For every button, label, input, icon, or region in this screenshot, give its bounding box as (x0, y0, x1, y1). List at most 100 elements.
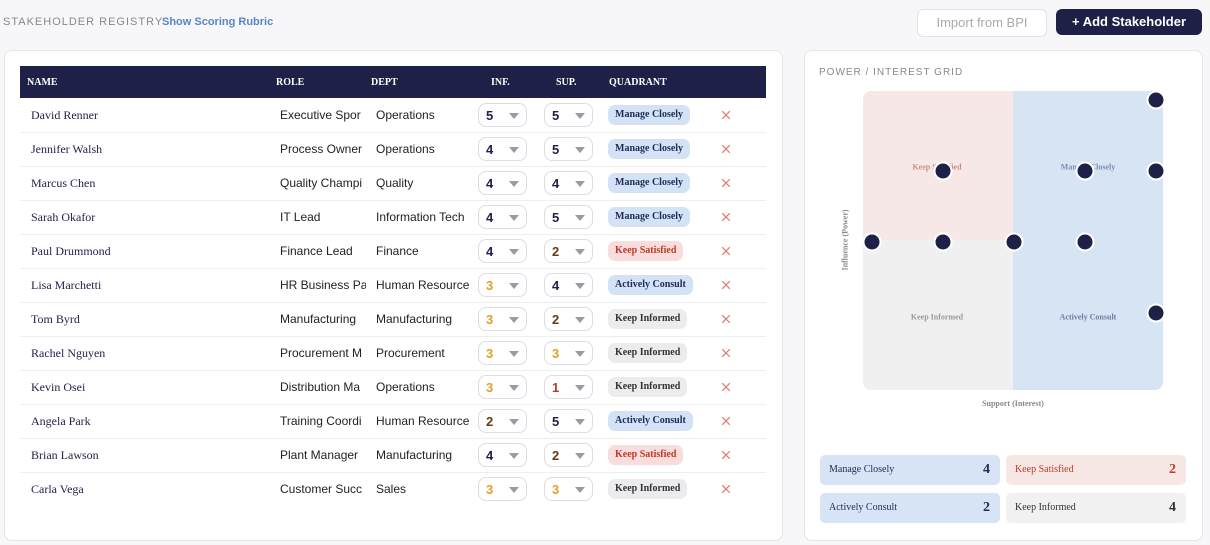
dept-field[interactable]: Manufacturing (376, 448, 453, 462)
sup-value: 5 (552, 210, 560, 225)
delete-button[interactable] (722, 315, 730, 323)
summary-count: 4 (1169, 500, 1176, 515)
delete-button[interactable] (722, 349, 730, 357)
dept-field[interactable]: Human Resource (376, 278, 470, 292)
sup-value: 1 (552, 380, 560, 395)
quadrant-badge: Actively Consult (608, 411, 693, 431)
role-field[interactable]: Training Coordi (280, 414, 362, 428)
dropdown-arrow (509, 147, 519, 153)
sup-select[interactable]: 5 (544, 409, 593, 433)
stakeholder-name: Angela Park (31, 414, 91, 428)
role-field[interactable]: HR Business Pa (280, 278, 366, 292)
rubric-link[interactable]: Show Scoring Rubric (162, 16, 274, 28)
sup-select[interactable]: 2 (544, 239, 593, 263)
delete-button[interactable] (722, 179, 730, 187)
dept-field[interactable]: Human Resource (376, 414, 470, 428)
role-field[interactable]: Procurement M (280, 346, 363, 360)
inf-value: 4 (486, 210, 494, 225)
dept-field[interactable]: Quality (376, 176, 414, 190)
row-divider (20, 404, 766, 405)
inf-select[interactable]: 2 (478, 409, 527, 433)
delete-button[interactable] (722, 485, 730, 493)
dropdown-arrow (575, 283, 585, 289)
inf-select[interactable]: 3 (478, 477, 527, 501)
dropdown-arrow (575, 249, 585, 255)
role-field[interactable]: Quality Champi (280, 176, 363, 190)
row-divider (20, 166, 766, 167)
role-field[interactable]: Customer Succ (280, 482, 363, 496)
inf-value: 3 (486, 380, 494, 395)
delete-button[interactable] (722, 145, 730, 153)
role-field[interactable]: Executive Spor (280, 108, 361, 122)
delete-button[interactable] (722, 111, 730, 119)
role-field[interactable]: Manufacturing (280, 312, 357, 326)
dropdown-arrow (575, 385, 585, 391)
quadrant-label: Keep Informed (910, 312, 964, 322)
row-divider (20, 370, 766, 371)
sup-select[interactable]: 3 (544, 341, 593, 365)
stakeholder-dot (1075, 161, 1095, 181)
stakeholder-dot (1146, 161, 1166, 181)
dept-field[interactable]: Sales (376, 482, 407, 496)
inf-select[interactable]: 4 (478, 171, 527, 195)
inf-select[interactable]: 3 (478, 273, 527, 297)
delete-button[interactable] (722, 213, 730, 221)
sup-select[interactable]: 5 (544, 103, 593, 127)
role-field[interactable]: IT Lead (280, 210, 321, 224)
inf-select[interactable]: 5 (478, 103, 527, 127)
quadrant-badge: Keep Satisfied (608, 445, 684, 465)
stakeholder-dot (1146, 303, 1166, 323)
dept-field[interactable]: Finance (376, 244, 419, 258)
delete-button[interactable] (722, 417, 730, 425)
dept-field[interactable]: Operations (376, 108, 435, 122)
sup-select[interactable]: 5 (544, 137, 593, 161)
sup-select[interactable]: 3 (544, 477, 593, 501)
row-divider (20, 132, 766, 133)
sup-select[interactable]: 4 (544, 273, 593, 297)
dept-field[interactable]: Operations (376, 380, 435, 394)
column-header: DEPT (371, 77, 398, 88)
import-button[interactable]: Import from BPI (917, 9, 1047, 37)
sup-select[interactable]: 4 (544, 171, 593, 195)
inf-select[interactable]: 4 (478, 443, 527, 467)
dropdown-arrow (509, 215, 519, 221)
inf-select[interactable]: 3 (478, 375, 527, 399)
dept-field[interactable]: Manufacturing (376, 312, 453, 326)
row-divider (20, 234, 766, 235)
role-field[interactable]: Plant Manager (280, 448, 359, 462)
sup-select[interactable]: 2 (544, 443, 593, 467)
dept-field[interactable]: Operations (376, 142, 435, 156)
add-button[interactable]: + Add Stakeholder (1056, 9, 1202, 35)
delete-button[interactable] (722, 383, 730, 391)
role-field[interactable]: Process Owner (280, 142, 363, 156)
dropdown-arrow (575, 147, 585, 153)
inf-value: 5 (486, 108, 494, 123)
dropdown-arrow (575, 215, 585, 221)
role-field[interactable]: Finance Lead (280, 244, 353, 258)
stakeholder-name: Paul Drummond (31, 244, 111, 258)
sup-select[interactable]: 2 (544, 307, 593, 331)
inf-select[interactable]: 3 (478, 307, 527, 331)
inf-value: 3 (486, 278, 494, 293)
inf-value: 4 (486, 448, 494, 463)
role-field[interactable]: Distribution Ma (280, 380, 361, 394)
sup-select[interactable]: 1 (544, 375, 593, 399)
delete-button[interactable] (722, 247, 730, 255)
inf-select[interactable]: 4 (478, 205, 527, 229)
dept-field[interactable]: Information Tech (376, 210, 465, 224)
sup-select[interactable]: 5 (544, 205, 593, 229)
dropdown-arrow (509, 113, 519, 119)
column-header: SUP. (556, 77, 577, 88)
dropdown-arrow (575, 351, 585, 357)
stakeholder-dot (1075, 232, 1095, 252)
inf-select[interactable]: 4 (478, 239, 527, 263)
inf-select[interactable]: 4 (478, 137, 527, 161)
row-divider (20, 268, 766, 269)
stakeholder-dot (1146, 90, 1166, 110)
inf-select[interactable]: 3 (478, 341, 527, 365)
delete-button[interactable] (722, 281, 730, 289)
sup-value: 2 (552, 448, 560, 463)
delete-button[interactable] (722, 451, 730, 459)
dept-field[interactable]: Procurement (376, 346, 445, 360)
